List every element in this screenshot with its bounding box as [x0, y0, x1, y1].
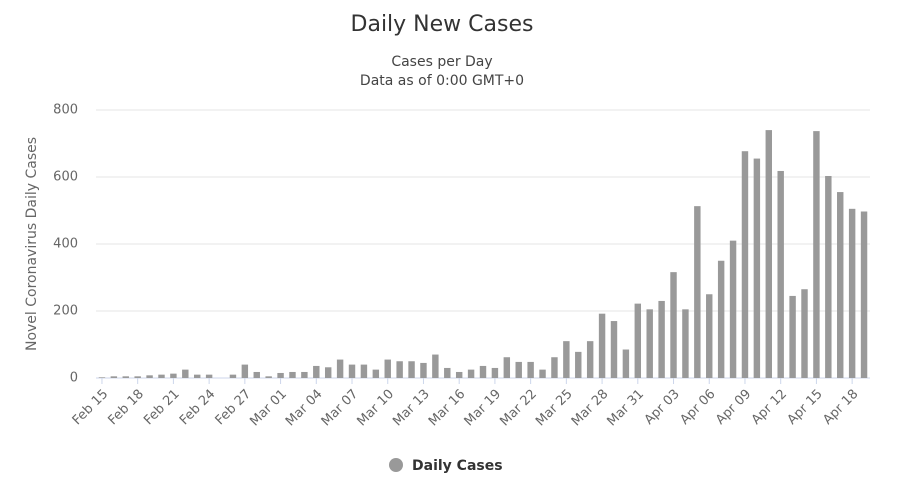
legend-label: Daily Cases: [412, 458, 503, 474]
bar: [467, 369, 475, 378]
bar: [134, 376, 141, 378]
bar: [384, 359, 391, 378]
bar: [491, 367, 499, 378]
bar: [146, 375, 153, 378]
x-tick-label: Mar 10: [354, 387, 397, 430]
bar: [479, 365, 487, 378]
x-tick-label: Mar 22: [497, 387, 540, 430]
bar: [348, 364, 356, 378]
bar: [372, 369, 380, 378]
bar: [741, 151, 749, 378]
bar: [682, 309, 689, 378]
bar: [622, 349, 630, 378]
y-axis-title: Novel Coronavirus Daily Cases: [24, 137, 40, 351]
bar: [575, 351, 582, 378]
bar: [801, 289, 808, 378]
x-tick-label: Mar 19: [462, 387, 505, 430]
bar: [515, 361, 522, 378]
x-tick-label: Mar 01: [247, 387, 290, 430]
x-tick-label: Apr 15: [785, 387, 826, 428]
bar: [753, 158, 761, 378]
bar: [539, 369, 546, 378]
x-tick-label: Apr 09: [713, 387, 754, 428]
bar: [170, 373, 177, 378]
bar: [324, 367, 332, 378]
bar: [396, 361, 403, 378]
bar: [301, 371, 308, 378]
bar: [825, 175, 832, 378]
bar: [551, 357, 558, 378]
bar: [765, 130, 772, 378]
y-tick-label: 0: [70, 371, 78, 386]
bar: [277, 372, 284, 378]
x-tick-label: Mar 04: [283, 387, 326, 430]
y-tick-label: 600: [53, 170, 78, 185]
bar: [646, 309, 653, 378]
chart-subtitle: Data as of 0:00 GMT+0: [360, 73, 524, 89]
bar: [360, 364, 368, 378]
legend-swatch: [389, 458, 403, 472]
bar: [98, 377, 106, 378]
bar: [527, 361, 534, 378]
x-tick-label: Mar 31: [605, 387, 648, 430]
chart-subtitle: Cases per Day: [391, 54, 492, 70]
bar: [205, 374, 213, 378]
bar: [336, 359, 344, 378]
bar: [789, 295, 796, 378]
bar: [110, 376, 118, 378]
bar: [729, 240, 737, 378]
bar: [313, 365, 320, 378]
bar: [289, 371, 296, 378]
bar: [253, 371, 260, 378]
x-tick-label: Apr 06: [677, 387, 718, 428]
bar: [717, 260, 725, 378]
bar: [610, 321, 618, 378]
x-tick-label: Feb 24: [177, 387, 219, 429]
bar: [229, 374, 237, 378]
bar: [182, 369, 189, 378]
bar: [777, 170, 784, 378]
bar: [563, 341, 570, 378]
x-tick-label: Mar 16: [426, 387, 469, 430]
x-tick-label: Mar 07: [319, 387, 362, 430]
bar: [598, 313, 606, 378]
bar: [706, 294, 713, 378]
bar: [194, 374, 201, 378]
bar: [158, 374, 165, 378]
x-tick-label: Mar 25: [533, 387, 576, 430]
chart-title: Daily New Cases: [351, 12, 534, 37]
x-tick-label: Feb 18: [105, 387, 147, 429]
bar: [658, 300, 665, 378]
bar: [813, 131, 820, 378]
bar: [432, 354, 439, 378]
bar: [455, 371, 463, 378]
y-tick-label: 400: [53, 237, 78, 252]
x-tick-label: Mar 13: [390, 387, 433, 430]
bar: [444, 367, 451, 378]
x-tick-label: Apr 03: [642, 387, 683, 428]
bar: [420, 362, 427, 378]
bar: [586, 341, 594, 378]
x-tick-label: Feb 27: [213, 387, 255, 429]
bar: [503, 357, 511, 378]
bar: [634, 303, 642, 378]
y-tick-label: 800: [53, 103, 78, 118]
x-tick-label: Mar 28: [569, 387, 612, 430]
bar: [408, 361, 415, 378]
bar: [694, 206, 701, 378]
bar: [122, 376, 129, 378]
bar: [837, 192, 844, 378]
bar: [670, 272, 677, 378]
bar: [860, 211, 868, 378]
x-tick-label: Apr 18: [820, 387, 861, 428]
bar: [241, 364, 249, 378]
x-tick-label: Feb 15: [70, 387, 112, 429]
y-tick-label: 200: [53, 304, 78, 319]
bar: [265, 376, 272, 378]
x-tick-label: Apr 12: [749, 387, 790, 428]
x-tick-label: Feb 21: [141, 387, 183, 429]
bar: [848, 208, 856, 378]
